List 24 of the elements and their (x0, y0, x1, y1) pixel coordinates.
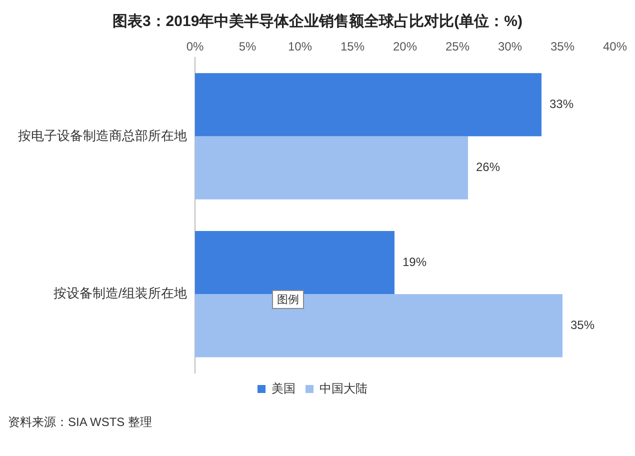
y-tick-label: 按设备制造/组装所在地 (53, 286, 187, 301)
bar (195, 73, 542, 136)
x-tick-label: 10% (288, 40, 312, 54)
data-label: 33% (550, 97, 574, 112)
x-tick-label: 15% (340, 40, 365, 54)
x-tick-label: 40% (602, 40, 628, 54)
x-tick-label: 20% (392, 40, 418, 54)
chart-title: 图表3：2019年中美半导体企业销售额全球占比对比(单位：%) (111, 12, 524, 31)
annotation: 图例 (272, 290, 304, 309)
bar (195, 136, 468, 200)
bar (195, 230, 394, 294)
data-label: 19% (402, 254, 427, 269)
y-tick-label: 按电子设备制造商总部所在地 (18, 128, 187, 143)
legend-label: 美国 (272, 381, 296, 396)
data-label: 35% (570, 318, 595, 332)
text: 资料来源：SIA WSTS 整理 (8, 414, 152, 431)
x-tick-label: 5% (238, 40, 256, 54)
x-tick-label: 0% (186, 40, 204, 54)
data-label: 26% (476, 160, 500, 174)
x-tick-label: 35% (550, 40, 575, 54)
x-tick-label: 25% (445, 40, 470, 54)
legend-label: 中国大陆 (320, 381, 368, 396)
x-tick-label: 30% (498, 40, 522, 54)
bar (195, 294, 562, 358)
